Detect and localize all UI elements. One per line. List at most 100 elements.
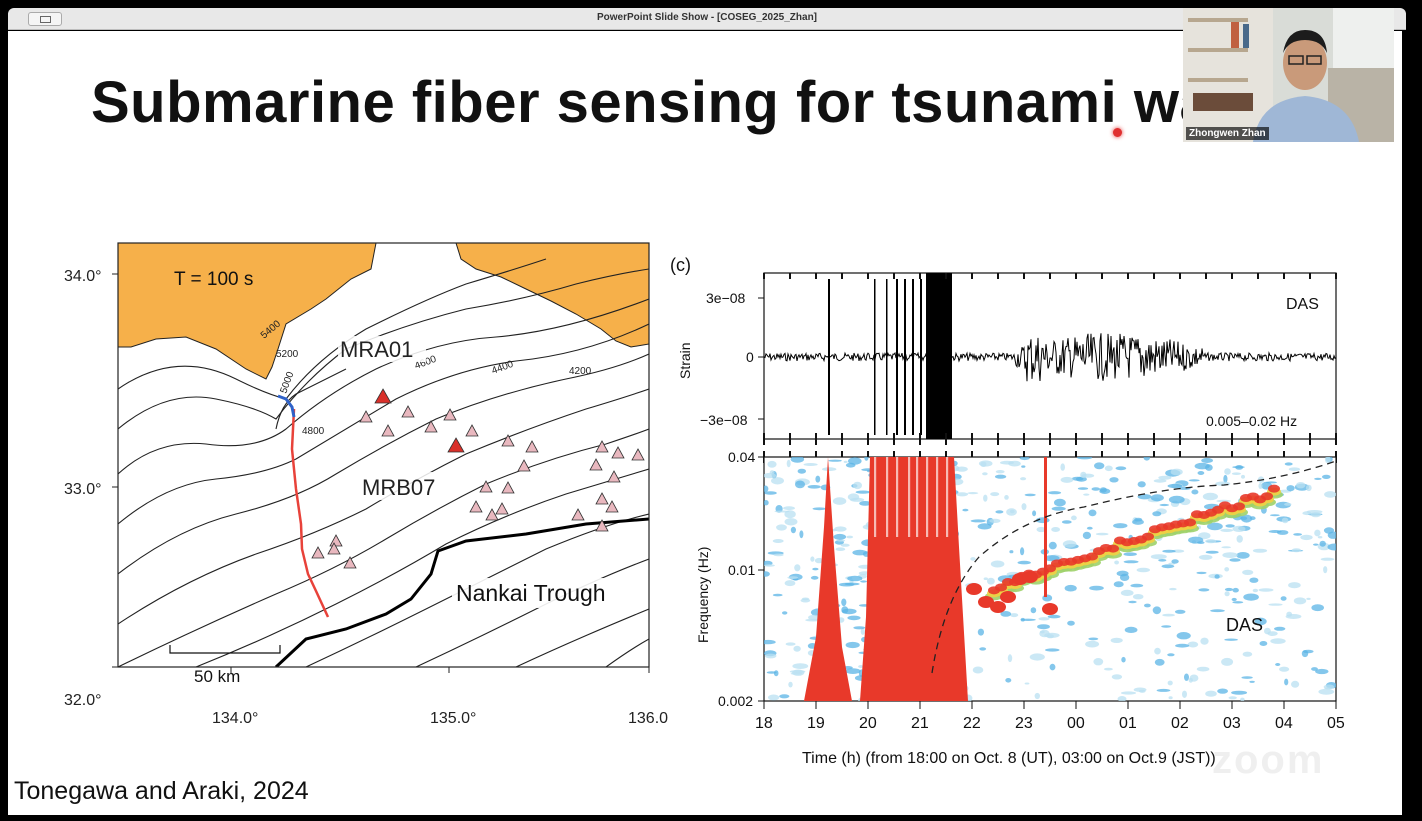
spectrogram-spike — [1044, 457, 1047, 597]
spectrogram-cell — [1005, 678, 1012, 683]
time-tick-label: 23 — [1015, 715, 1033, 732]
contour-label: 4800 — [302, 426, 325, 437]
spectrogram-gap — [874, 457, 877, 537]
spectrogram-cell — [1198, 554, 1213, 560]
burst-spike — [886, 279, 888, 435]
spectrogram-cell — [1080, 471, 1087, 479]
spectrogram-cell — [980, 461, 987, 467]
lon-tick: 135.0° — [430, 710, 476, 727]
spectrogram-cell — [1086, 552, 1098, 561]
spectrogram-cell — [1103, 667, 1113, 671]
spectrogram-cell — [790, 526, 796, 534]
spectrogram-cell — [990, 601, 1006, 613]
spectrogram-cell — [1134, 517, 1143, 522]
spectrogram-cell — [1113, 581, 1124, 588]
spectrogram-cell — [776, 524, 787, 531]
spectrogram-cell — [1254, 617, 1267, 626]
bottom-series-label: DAS — [1226, 615, 1263, 635]
spectrogram-cell — [1236, 552, 1250, 559]
spectrogram-cell — [1152, 511, 1162, 517]
spectrogram-cell — [1232, 466, 1245, 469]
spectrogram-cell — [860, 628, 865, 635]
spectrogram-cell — [1168, 495, 1185, 504]
sidebar-toggle-button[interactable] — [28, 12, 62, 26]
spectrogram-cell — [1315, 668, 1329, 675]
spectrogram-cell — [847, 575, 863, 582]
participant-name: Zhongwen Zhan — [1186, 127, 1269, 140]
spectrogram-cell — [1236, 535, 1243, 543]
spectrogram-cell — [1117, 696, 1127, 701]
spectrogram-cell — [966, 583, 982, 595]
spectrogram-cell — [1205, 690, 1217, 697]
spectrogram-cell — [833, 533, 847, 540]
spectrogram-cell — [1162, 613, 1175, 617]
spectrogram-cell — [1048, 491, 1062, 495]
spectrogram-cell — [1162, 549, 1176, 553]
spectrogram-cell — [1091, 487, 1101, 491]
spectrogram-cell — [1060, 476, 1074, 483]
spectrogram-cell — [844, 582, 860, 586]
station-marker — [495, 502, 509, 515]
active-station-marker — [447, 437, 465, 453]
spectrogram-cell — [1306, 597, 1311, 600]
spectrogram-cell — [1004, 495, 1009, 500]
spectrogram-cell — [1187, 641, 1199, 648]
spectrogram-cell — [1317, 536, 1323, 539]
spectrogram-cell — [1022, 571, 1038, 583]
station-marker — [595, 519, 609, 532]
spectrogram-cell — [1324, 687, 1333, 690]
spectrogram-cell — [1318, 688, 1335, 695]
spectrogram-cell — [1034, 692, 1040, 700]
spectrogram-cell — [795, 480, 805, 489]
spectrogram-cell — [1094, 462, 1105, 470]
station-marker — [605, 500, 619, 513]
spectrogram-cell — [815, 475, 821, 483]
laser-pointer — [1113, 128, 1122, 137]
spectrogram-cell — [789, 670, 806, 674]
spectrogram-cell — [1024, 682, 1030, 685]
time-tick-label: 22 — [963, 715, 981, 732]
top-series-label: DAS — [1286, 296, 1319, 313]
spectrogram-cell — [1054, 498, 1066, 507]
spectrogram-cell — [1037, 624, 1050, 630]
spectrogram-cell — [1006, 508, 1017, 516]
das-chart: (c) DAS 0.005–0.02 Hz Strain 3e−08 0 −3e… — [670, 255, 1345, 767]
spectrogram-cell — [784, 580, 796, 587]
spectrogram-cell — [1268, 530, 1282, 533]
spectrogram-cell — [1154, 658, 1165, 666]
spectrogram-cell — [1319, 540, 1326, 547]
station-marker — [381, 424, 395, 437]
spectrogram-cell — [859, 501, 872, 506]
spectrogram-cell — [1019, 457, 1030, 461]
spectrogram-cell — [853, 481, 862, 490]
spectrogram-cell — [779, 694, 790, 699]
spectrogram-cell — [1161, 625, 1172, 628]
spectrogram-cell — [1311, 604, 1324, 612]
webcam-thumbnail[interactable]: Zhongwen Zhan — [1183, 8, 1394, 142]
spectrogram-cell — [1275, 663, 1281, 666]
spectrogram-cell — [1232, 587, 1239, 593]
spectrogram-cell — [790, 672, 803, 675]
y-tick-label: −3e−08 — [700, 412, 748, 428]
spectrogram-cell — [1224, 591, 1230, 597]
spectrogram-cell — [995, 510, 1004, 514]
spectrogram-cell — [1188, 479, 1200, 482]
spectrogram-cell — [1167, 483, 1183, 489]
spectrogram-cell — [846, 535, 854, 539]
spectrogram-cell — [1030, 607, 1037, 614]
spectrogram-cell — [1198, 532, 1211, 540]
spectrogram-cell — [987, 577, 995, 585]
spectrogram-cell — [983, 494, 988, 502]
spectrogram-cell — [994, 474, 1007, 479]
time-tick-label: 00 — [1067, 715, 1085, 732]
spectrogram-cell — [1252, 588, 1259, 593]
spectrogram-cell — [772, 539, 784, 543]
spectrogram-cell — [1124, 626, 1138, 633]
spectrogram-cell — [764, 485, 769, 493]
spectrogram-cell — [840, 543, 850, 547]
spectrogram-cell — [855, 490, 871, 494]
spectrogram-cell — [764, 639, 776, 645]
spectrogram-cell — [1150, 554, 1167, 560]
spectrogram-cell — [1232, 601, 1244, 604]
y-tick-label: 0 — [746, 349, 754, 365]
